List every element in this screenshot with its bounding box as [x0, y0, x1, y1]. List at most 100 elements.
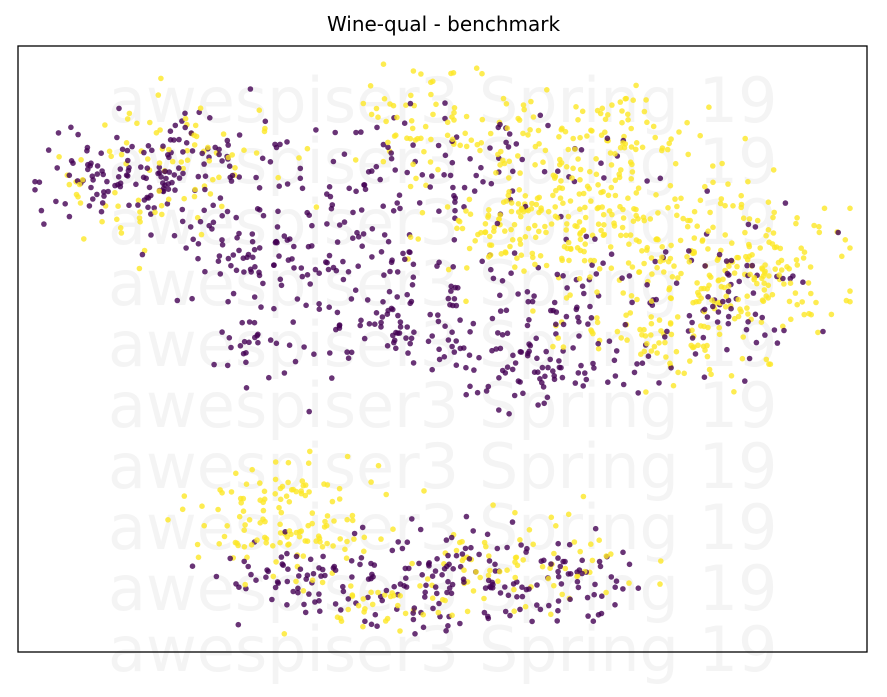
data-point-class-1: [655, 210, 661, 216]
data-point-class-1: [571, 539, 578, 545]
data-point-class-1: [623, 312, 629, 319]
data-point-class-0: [563, 313, 570, 320]
data-point-class-0: [334, 309, 341, 316]
data-point-class-0: [326, 252, 333, 259]
data-point-class-0: [480, 179, 486, 185]
data-point-class-0: [355, 263, 362, 270]
data-point-class-0: [439, 572, 445, 578]
data-point-class-0: [473, 172, 480, 179]
data-point-class-1: [641, 348, 648, 355]
data-point-class-1: [734, 263, 740, 270]
data-point-class-1: [219, 203, 225, 210]
data-point-class-0: [251, 294, 258, 300]
data-point-class-0: [272, 584, 279, 591]
data-point-class-1: [482, 221, 489, 227]
data-point-class-0: [256, 185, 263, 191]
data-point-class-0: [350, 209, 356, 216]
data-point-class-1: [799, 299, 805, 305]
data-point-class-1: [771, 244, 778, 251]
data-point-class-0: [325, 266, 332, 273]
data-point-class-1: [570, 165, 576, 172]
data-point-class-1: [709, 297, 715, 304]
data-point-class-0: [293, 553, 300, 560]
data-point-class-0: [336, 325, 343, 331]
data-point-class-1: [614, 328, 621, 335]
data-point-class-1: [669, 274, 676, 280]
data-point-class-0: [436, 600, 442, 607]
data-point-class-0: [340, 583, 346, 590]
data-point-class-0: [476, 354, 482, 361]
data-point-class-1: [577, 134, 583, 141]
data-point-class-1: [498, 148, 504, 155]
data-point-class-0: [588, 315, 595, 321]
watermark-text: awespiser3 Spring 19: [108, 64, 778, 137]
data-point-class-0: [329, 375, 335, 381]
data-point-class-1: [792, 290, 799, 296]
data-point-class-1: [281, 631, 288, 637]
data-point-class-1: [429, 595, 436, 601]
data-point-class-0: [485, 383, 492, 390]
data-point-class-1: [479, 116, 486, 123]
data-point-class-0: [780, 275, 786, 282]
data-point-class-0: [160, 143, 166, 149]
data-point-class-1: [261, 128, 268, 135]
data-point-class-0: [264, 567, 270, 573]
data-point-class-0: [441, 354, 448, 360]
data-point-class-1: [673, 348, 680, 355]
data-point-class-0: [601, 175, 607, 181]
data-point-class-0: [427, 311, 434, 318]
data-point-class-1: [368, 479, 374, 485]
data-point-class-1: [665, 205, 671, 211]
data-point-class-0: [461, 204, 467, 210]
data-point-class-1: [784, 264, 790, 270]
data-point-class-0: [496, 375, 502, 381]
data-point-class-1: [126, 110, 133, 117]
data-point-class-1: [528, 206, 535, 212]
data-point-class-0: [483, 388, 490, 394]
data-point-class-1: [637, 326, 643, 333]
data-point-class-0: [183, 245, 189, 251]
data-point-class-1: [563, 227, 569, 233]
data-point-class-1: [691, 344, 697, 350]
data-point-class-0: [540, 384, 547, 390]
data-point-class-0: [357, 322, 364, 329]
data-point-class-1: [383, 491, 390, 498]
data-point-class-1: [667, 182, 674, 189]
data-point-class-1: [342, 546, 348, 553]
data-point-class-0: [388, 150, 395, 156]
data-point-class-1: [285, 459, 292, 466]
data-point-class-1: [766, 273, 772, 279]
data-point-class-1: [351, 536, 357, 542]
data-point-class-1: [574, 573, 580, 580]
data-point-class-0: [284, 602, 290, 608]
data-point-class-0: [397, 205, 403, 212]
data-point-class-0: [689, 335, 696, 341]
data-point-class-0: [476, 551, 482, 558]
data-point-class-1: [816, 223, 822, 230]
data-point-class-1: [543, 229, 549, 236]
data-point-class-0: [341, 151, 348, 157]
data-point-class-0: [629, 299, 635, 306]
data-point-class-1: [490, 502, 496, 508]
data-point-class-0: [409, 282, 416, 288]
data-point-class-0: [471, 188, 478, 194]
data-point-class-1: [576, 191, 583, 197]
data-point-class-0: [423, 582, 429, 589]
data-point-class-1: [461, 567, 467, 573]
data-point-class-1: [304, 145, 311, 152]
data-point-class-0: [579, 283, 586, 290]
data-point-class-0: [527, 342, 534, 349]
data-point-class-0: [195, 173, 202, 180]
data-point-class-1: [319, 544, 326, 550]
data-point-class-1: [587, 274, 593, 280]
data-point-class-1: [508, 208, 515, 215]
data-point-class-0: [227, 555, 233, 562]
data-point-class-1: [256, 107, 263, 113]
data-point-class-1: [515, 201, 522, 207]
data-point-class-1: [821, 205, 828, 212]
data-point-class-0: [349, 574, 355, 580]
data-point-class-1: [815, 329, 821, 336]
data-point-class-0: [332, 129, 339, 136]
data-point-class-1: [842, 237, 849, 243]
data-point-class-1: [594, 205, 601, 212]
